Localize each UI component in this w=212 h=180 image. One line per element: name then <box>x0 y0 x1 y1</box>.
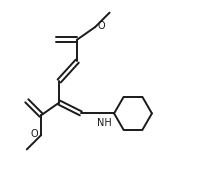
Text: O: O <box>31 129 39 139</box>
Text: O: O <box>98 21 106 31</box>
Text: NH: NH <box>97 118 112 128</box>
